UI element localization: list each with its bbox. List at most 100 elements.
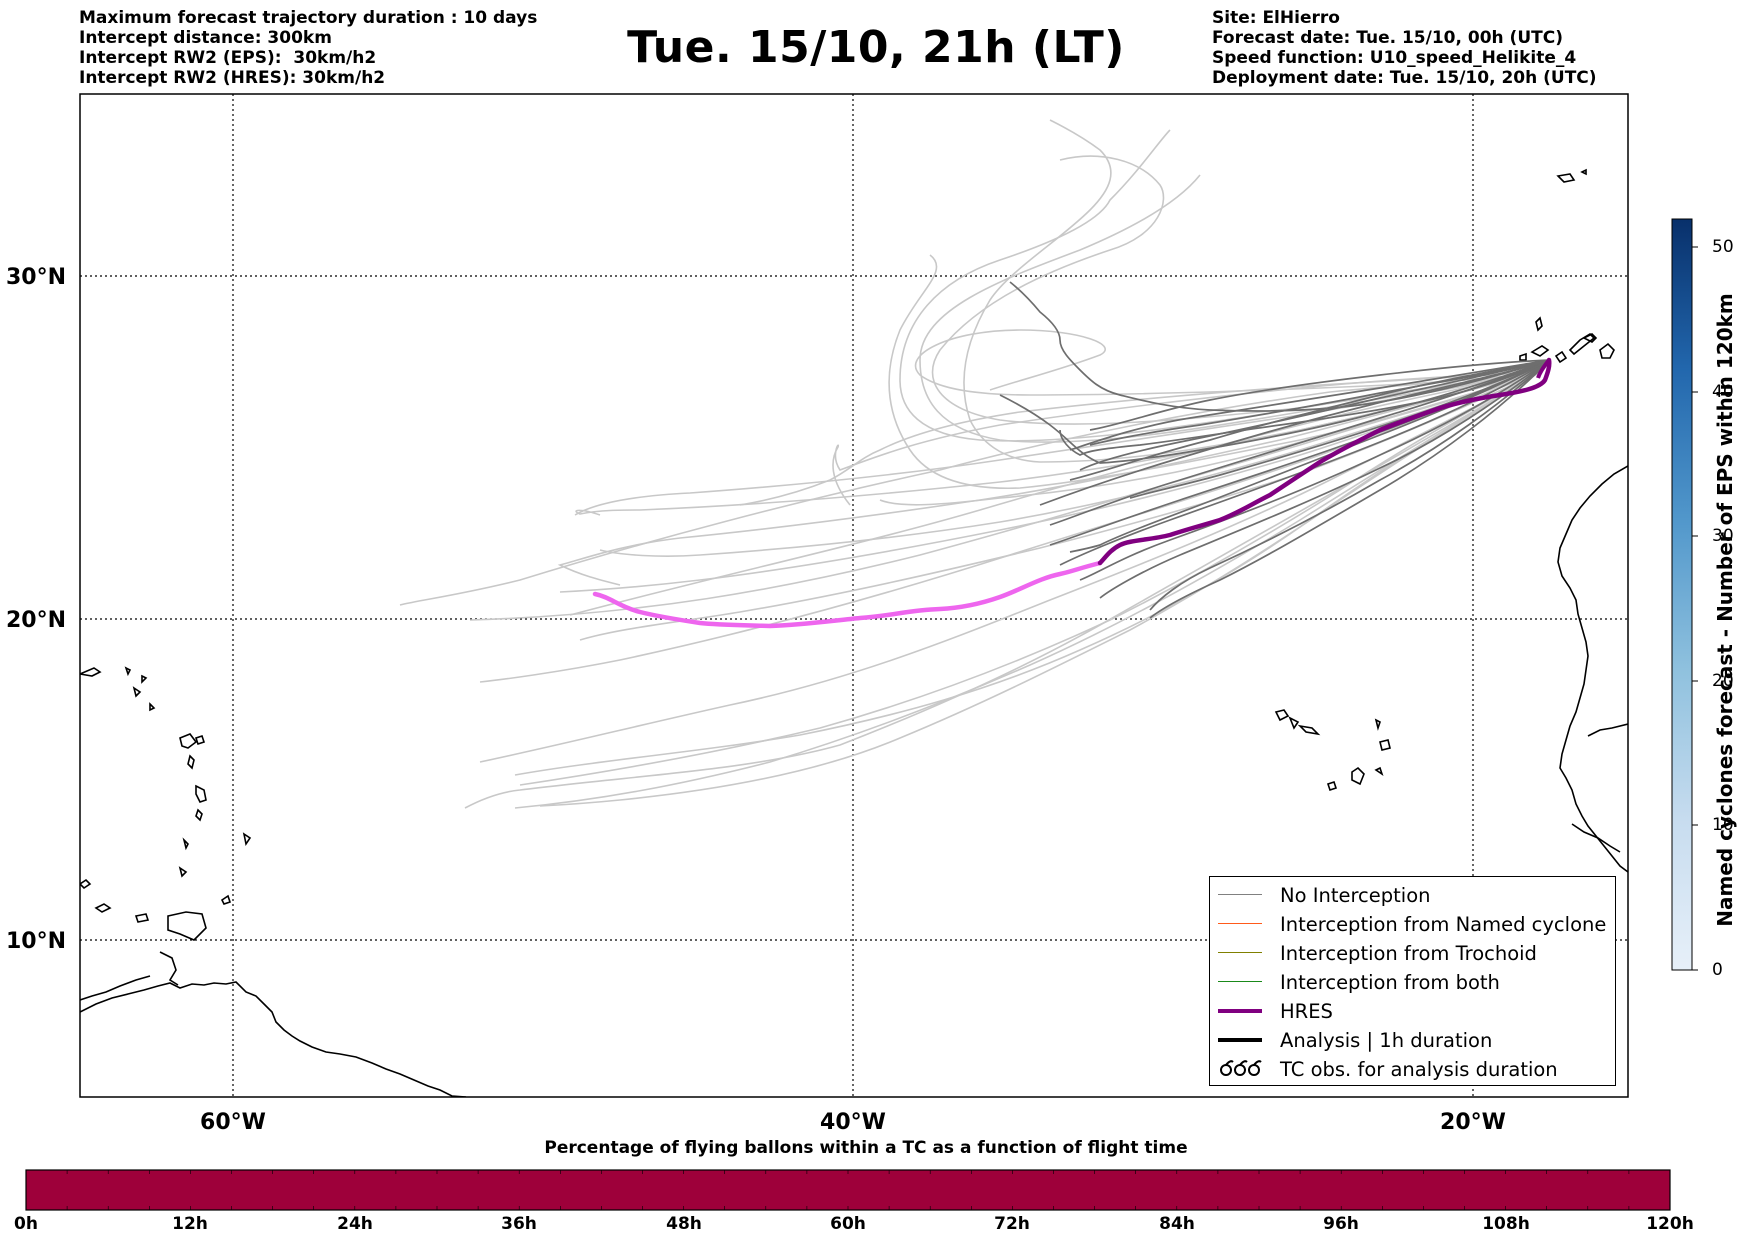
island-tenerife bbox=[1530, 345, 1550, 357]
island-anguilla bbox=[124, 666, 132, 677]
colorbar-tick-label: 30 bbox=[1712, 526, 1734, 546]
trajectory-eps bbox=[569, 371, 1541, 616]
flight-time-bar-title: Percentage of flying ballons within a TC… bbox=[544, 1138, 1188, 1158]
island-virgin bbox=[80, 667, 102, 677]
header-right-line: Site: ElHierro bbox=[1212, 8, 1340, 28]
colorbar-label: Named cyclones forecast - Number of EPS … bbox=[1713, 293, 1737, 927]
island-curacao bbox=[80, 878, 92, 890]
lon-label-40w: 40°W bbox=[820, 1110, 886, 1135]
colorbar-tick-label: 50 bbox=[1712, 237, 1734, 257]
cyclone-symbols-icon bbox=[1220, 1060, 1262, 1076]
island-aruba bbox=[94, 903, 112, 913]
trajectory-eps bbox=[1059, 359, 1551, 456]
trajectory-eps bbox=[1089, 359, 1551, 431]
legend-item-analysis: Analysis | 1h duration bbox=[1218, 1027, 1492, 1053]
coastline-africa-south bbox=[1571, 823, 1621, 853]
lat-label-20n: 20°N bbox=[6, 608, 66, 633]
flight-time-label: 72h bbox=[994, 1214, 1030, 1234]
legend-swatch bbox=[1218, 882, 1262, 908]
coastline-venezuela-east bbox=[159, 951, 179, 986]
island-martinique bbox=[195, 784, 207, 803]
legend-swatch bbox=[1218, 940, 1262, 966]
colorbar-tick-label: 40 bbox=[1712, 382, 1734, 402]
lon-label-60w: 60°W bbox=[200, 1110, 266, 1135]
flight-time-label: 12h bbox=[172, 1214, 208, 1234]
lat-label-30n: 30°N bbox=[6, 265, 66, 290]
flight-time-label: 48h bbox=[666, 1214, 702, 1234]
trajectory-eps bbox=[1149, 359, 1551, 619]
flight-time-label: 96h bbox=[1323, 1214, 1359, 1234]
header-left-line: Intercept RW2 (EPS): 30km/h2 bbox=[79, 48, 377, 68]
trajectory-eps bbox=[1079, 359, 1551, 581]
island-santo-antao bbox=[1274, 709, 1290, 722]
island-maio bbox=[1374, 766, 1384, 776]
island-guadeloupe-2 bbox=[194, 734, 206, 746]
legend-label: TC obs. for analysis duration bbox=[1280, 1057, 1558, 1081]
legend-swatch bbox=[1218, 998, 1262, 1024]
trajectory-eps bbox=[1039, 359, 1551, 506]
island-porto-santo bbox=[1580, 168, 1587, 176]
island-la-palma bbox=[1535, 316, 1543, 332]
header-left-line: Maximum forecast trajectory duration : 1… bbox=[79, 8, 538, 28]
header-left-line: Intercept RW2 (HRES): 30km/h2 bbox=[79, 68, 386, 88]
legend-label: Interception from both bbox=[1280, 970, 1500, 994]
flight-time-label: 36h bbox=[501, 1214, 537, 1234]
trajectory-eps bbox=[999, 359, 1551, 464]
hres-hook bbox=[1536, 358, 1551, 379]
legend-item-both: Interception from both bbox=[1218, 969, 1500, 995]
hres-trajectory-forecast bbox=[592, 560, 1103, 629]
island-fogo bbox=[1326, 780, 1338, 792]
legend-label: No Interception bbox=[1280, 883, 1431, 907]
island-santiago bbox=[1351, 766, 1365, 786]
legend-label: HRES bbox=[1280, 999, 1333, 1023]
lat-label-10n: 10°N bbox=[6, 929, 66, 954]
trajectory-eps bbox=[832, 371, 1541, 506]
colorbar-ticks bbox=[1692, 246, 1698, 971]
flight-time-label: 60h bbox=[830, 1214, 866, 1234]
lon-label-20w: 20°W bbox=[1440, 1110, 1506, 1135]
hres-trajectory bbox=[1097, 357, 1552, 566]
island-selvagens bbox=[1599, 342, 1615, 359]
trajectory-eps bbox=[539, 371, 1541, 807]
trajectory-eps bbox=[914, 329, 1541, 396]
legend-swatch bbox=[1218, 1027, 1262, 1053]
island-margarita bbox=[134, 913, 150, 923]
legend-label: Interception from Named cyclone bbox=[1280, 912, 1607, 936]
trajectory-eps bbox=[514, 371, 1541, 809]
trajectory-eps bbox=[1099, 359, 1551, 599]
island-barbuda bbox=[132, 686, 142, 698]
island-sal bbox=[1374, 718, 1381, 731]
coastline-africa-inlet bbox=[1587, 723, 1628, 737]
island-gomera bbox=[1519, 352, 1527, 361]
island-sao-vicente bbox=[1288, 716, 1300, 730]
map-frame bbox=[79, 93, 1629, 1098]
header-right-line: Forecast date: Tue. 15/10, 00h (UTC) bbox=[1212, 28, 1563, 48]
coastline-caribbean-coast bbox=[80, 975, 151, 1001]
flight-time-label: 108h bbox=[1482, 1214, 1530, 1234]
colorbar-tick-label: 0 bbox=[1712, 960, 1723, 980]
legend-item-no-interception: No Interception bbox=[1218, 882, 1431, 908]
trajectory-eps bbox=[599, 371, 1541, 557]
island-barbados bbox=[242, 832, 252, 847]
legend-swatch bbox=[1218, 969, 1262, 995]
island-fuerteventura bbox=[1568, 332, 1596, 356]
map-title: Tue. 15/10, 21h (LT) bbox=[627, 22, 1125, 73]
legend-label: Interception from Trochoid bbox=[1280, 941, 1537, 965]
cyclone-colorbar bbox=[1671, 218, 1693, 971]
island-sao-nicolau bbox=[1297, 724, 1321, 736]
flight-time-label: 0h bbox=[14, 1214, 38, 1234]
header-right-line: Speed function: U10_speed_Helikite_4 bbox=[1212, 48, 1577, 68]
island-st-vincent bbox=[182, 837, 189, 851]
flight-time-label: 24h bbox=[337, 1214, 373, 1234]
coastlines bbox=[80, 168, 1628, 1097]
trajectory-eps bbox=[514, 371, 1541, 776]
flight-time-label: 120h bbox=[1646, 1214, 1694, 1234]
island-antigua bbox=[141, 674, 148, 684]
coastline-trinidad bbox=[167, 911, 207, 941]
colorbar-tick-label: 10 bbox=[1712, 815, 1734, 835]
flight-time-bar bbox=[25, 1169, 1671, 1211]
legend-swatch bbox=[1218, 911, 1262, 937]
flight-time-label: 84h bbox=[1159, 1214, 1195, 1234]
island-tobago bbox=[220, 894, 232, 905]
